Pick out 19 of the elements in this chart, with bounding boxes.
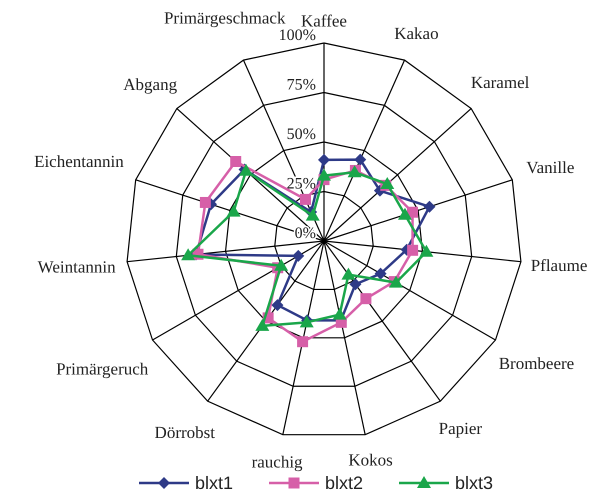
spoke-label: Brombeere [498,354,574,374]
spoke-label: Primärgeruch [56,360,149,379]
spoke-label: Kokos [348,450,393,470]
spoke-label: Kakao [394,24,439,43]
spoke-label: Pflaume [530,256,588,276]
spoke-label: Primärgeschmack [164,8,286,28]
legend-label: blxt2 [325,473,364,493]
legend-label: blxt3 [455,473,494,493]
spoke-label: Karamel [470,72,530,92]
spoke-label: Abgang [123,75,178,94]
y-tick-label: 50% [286,126,316,143]
spoke-label: rauchig [252,452,304,472]
legend-label: blxt1 [195,473,234,493]
spoke-label: Dörrobst [154,423,216,442]
spoke-label: Weintannin [38,258,116,276]
spoke-label: Eichentannin [34,152,124,171]
spoke-label: Papier [438,419,482,438]
spoke-label: Vanille [526,158,574,177]
y-tick-label: 75% [286,76,316,94]
